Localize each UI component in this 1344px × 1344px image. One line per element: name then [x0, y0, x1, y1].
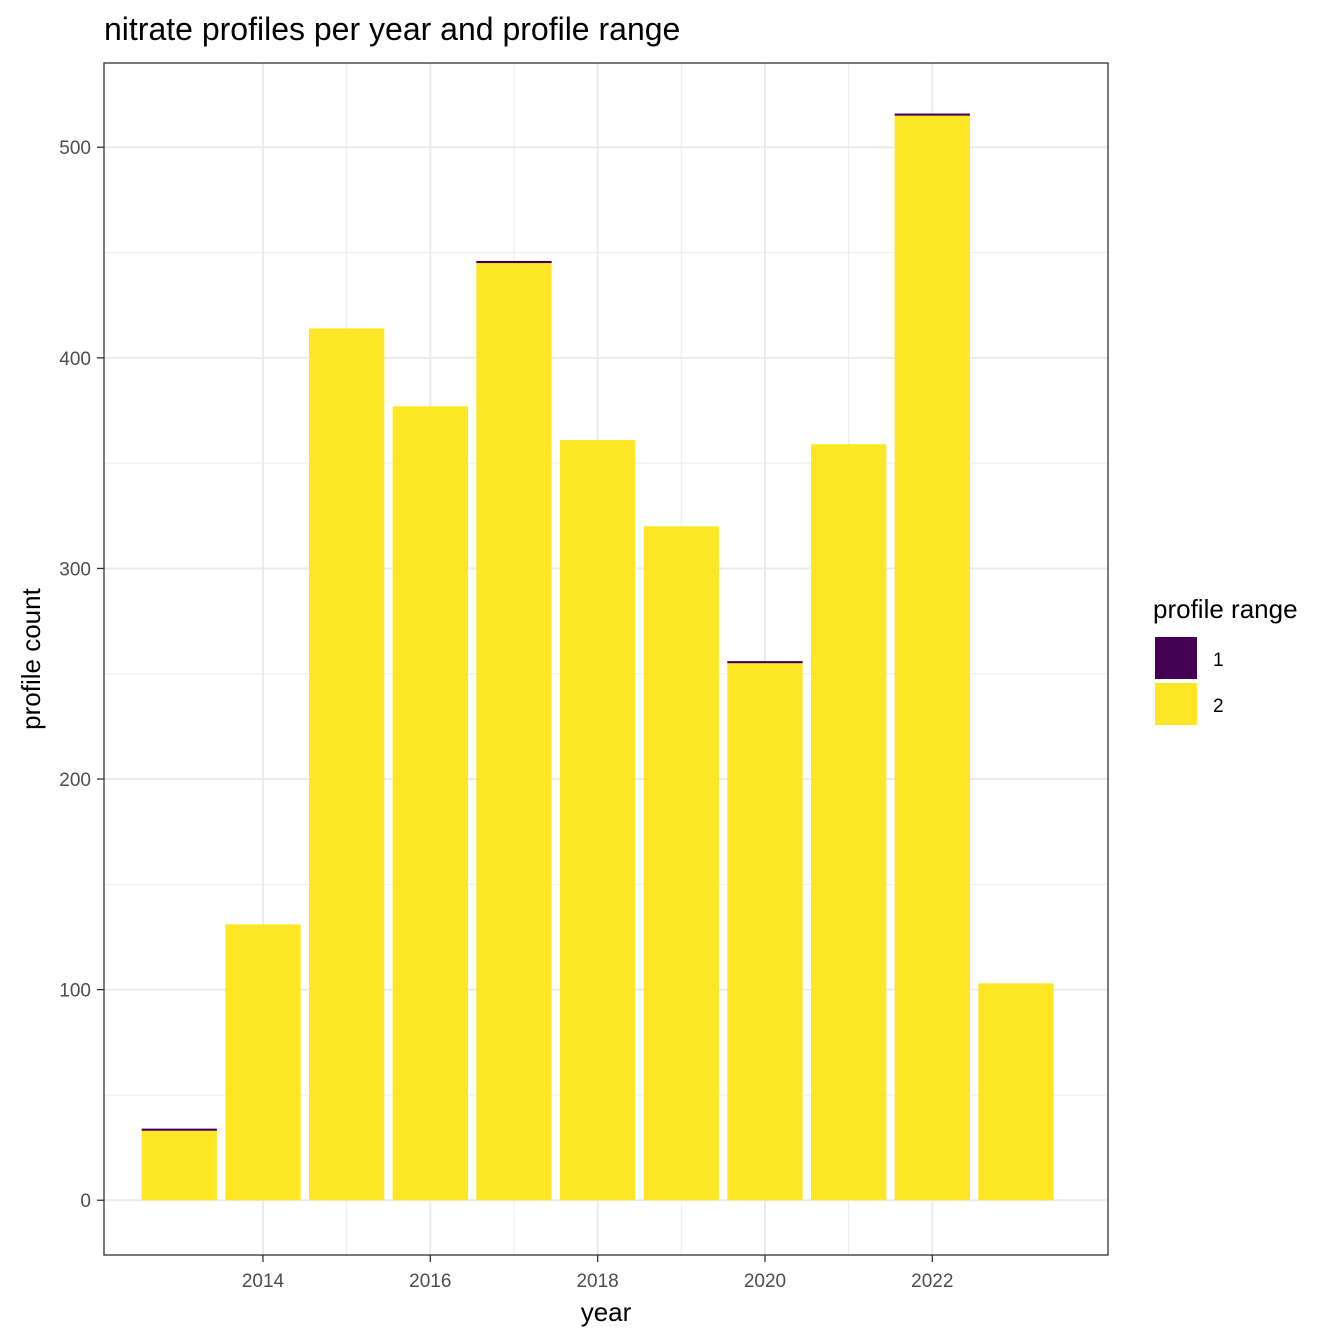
x-tick-label: 2014 [242, 1271, 285, 1292]
bar-2020-range-2 [727, 663, 803, 1201]
x-tick-label: 2016 [409, 1271, 451, 1292]
plot-border [103, 62, 1109, 1256]
chart-title: nitrate profiles per year and profile ra… [104, 11, 680, 47]
bar-2015-range-2 [308, 328, 385, 1201]
bars [141, 113, 1054, 1201]
bar-2019-range-2 [643, 526, 719, 1201]
y-tick-label: 100 [59, 981, 91, 1002]
y-tick-label: 300 [59, 559, 91, 580]
y-axis-title: profile count [16, 587, 46, 729]
bar-2023-range-2 [978, 983, 1054, 1201]
legend-label-2: 2 [1213, 696, 1224, 717]
x-tick-label: 2020 [744, 1271, 786, 1292]
x-tick-label: 2022 [911, 1271, 953, 1292]
x-axis-title: year [581, 1297, 632, 1327]
y-tick-label: 400 [59, 349, 91, 370]
bar-2013-range-1 [141, 1128, 217, 1131]
x-axis: 2014 2016 2018 2020 2022 [242, 1255, 953, 1292]
bar-2016-range-2 [392, 406, 468, 1201]
y-tick-label: 0 [80, 1191, 91, 1212]
y-tick-label: 200 [59, 770, 91, 791]
x-tick-label: 2018 [576, 1271, 618, 1292]
y-axis: 0 100 200 300 400 500 [59, 138, 104, 1212]
bar-2018-range-2 [559, 439, 636, 1201]
bar-2014-range-2 [225, 924, 301, 1201]
legend-swatch-1 [1155, 637, 1197, 679]
bar-2017-range-1 [476, 260, 552, 264]
bar-2022-range-1 [894, 113, 970, 116]
legend-label-1: 1 [1213, 650, 1224, 671]
bar-2013-range-2 [141, 1130, 217, 1201]
legend-swatch-2 [1155, 683, 1197, 725]
legend: profile range 1 2 [1153, 594, 1298, 725]
bar-2022-range-2 [894, 115, 970, 1201]
bar-2021-range-2 [810, 444, 887, 1201]
bar-2017-range-2 [476, 263, 552, 1201]
bar-2020-range-1 [727, 661, 803, 664]
y-tick-label: 500 [59, 138, 91, 159]
legend-title: profile range [1153, 594, 1298, 624]
